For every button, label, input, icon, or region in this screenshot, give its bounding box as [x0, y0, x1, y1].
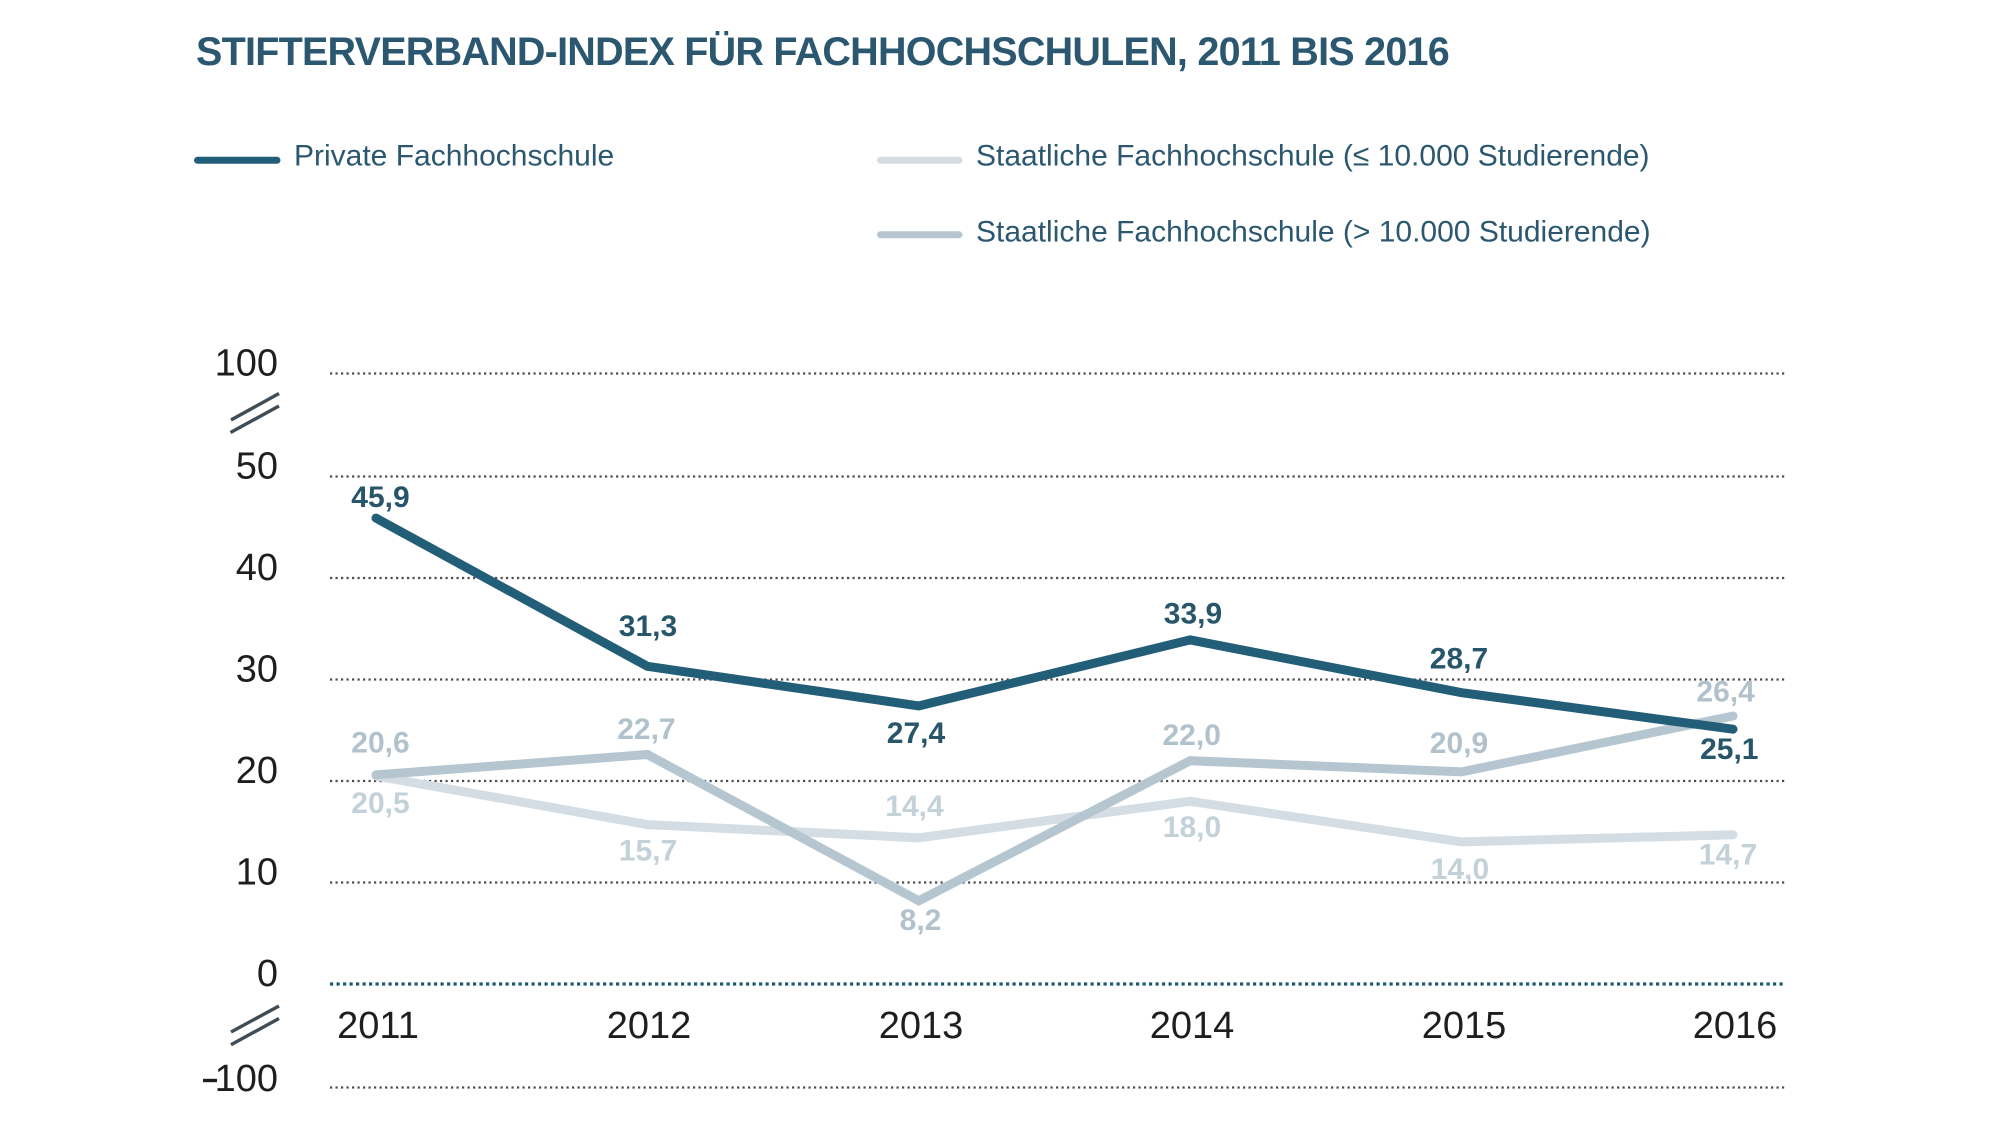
svg-text:8,2: 8,2 — [900, 904, 942, 937]
svg-text:Staatliche Fachhochschule (≤ 1: Staatliche Fachhochschule (≤ 10.000 Stud… — [976, 140, 1650, 173]
svg-text:10: 10 — [236, 852, 278, 894]
svg-text:20,6: 20,6 — [351, 727, 409, 760]
svg-text:28,7: 28,7 — [1430, 643, 1488, 676]
svg-text:18,0: 18,0 — [1163, 811, 1221, 844]
svg-text:40: 40 — [236, 547, 278, 589]
svg-text:15,7: 15,7 — [619, 835, 677, 868]
svg-text:26,4: 26,4 — [1696, 676, 1755, 709]
svg-text:45,9: 45,9 — [351, 481, 409, 514]
svg-text:33,9: 33,9 — [1164, 598, 1222, 631]
svg-text:20: 20 — [236, 750, 278, 792]
svg-text:50: 50 — [236, 446, 278, 488]
svg-text:14,0: 14,0 — [1431, 853, 1489, 886]
svg-text:27,4: 27,4 — [887, 717, 946, 750]
svg-text:22,0: 22,0 — [1163, 719, 1221, 752]
svg-text:2015: 2015 — [1422, 1005, 1507, 1047]
svg-text:100: 100 — [215, 343, 278, 385]
svg-text:20,9: 20,9 — [1430, 727, 1488, 760]
svg-text:14,7: 14,7 — [1699, 839, 1757, 872]
svg-text:Staatliche Fachhochschule (> 1: Staatliche Fachhochschule (> 10.000 Stud… — [976, 216, 1651, 249]
svg-text:0: 0 — [257, 953, 278, 995]
svg-text:2013: 2013 — [879, 1005, 964, 1047]
svg-text:2012: 2012 — [607, 1005, 692, 1047]
svg-text:22,7: 22,7 — [617, 713, 675, 746]
svg-text:31,3: 31,3 — [619, 610, 677, 643]
svg-text:Private Fachhochschule: Private Fachhochschule — [294, 140, 614, 173]
svg-text:20,5: 20,5 — [351, 787, 409, 820]
svg-text:14,4: 14,4 — [885, 790, 944, 823]
svg-text:2016: 2016 — [1693, 1005, 1778, 1047]
svg-text:30: 30 — [236, 649, 278, 691]
svg-text:2011: 2011 — [337, 1005, 419, 1047]
svg-text:STIFTERVERBAND-INDEX FÜR FACHH: STIFTERVERBAND-INDEX FÜR FACHHOCHSCHULEN… — [196, 30, 1449, 74]
svg-text:2014: 2014 — [1150, 1005, 1235, 1047]
svg-text:100: 100 — [215, 1058, 278, 1100]
svg-text:25,1: 25,1 — [1700, 733, 1758, 766]
